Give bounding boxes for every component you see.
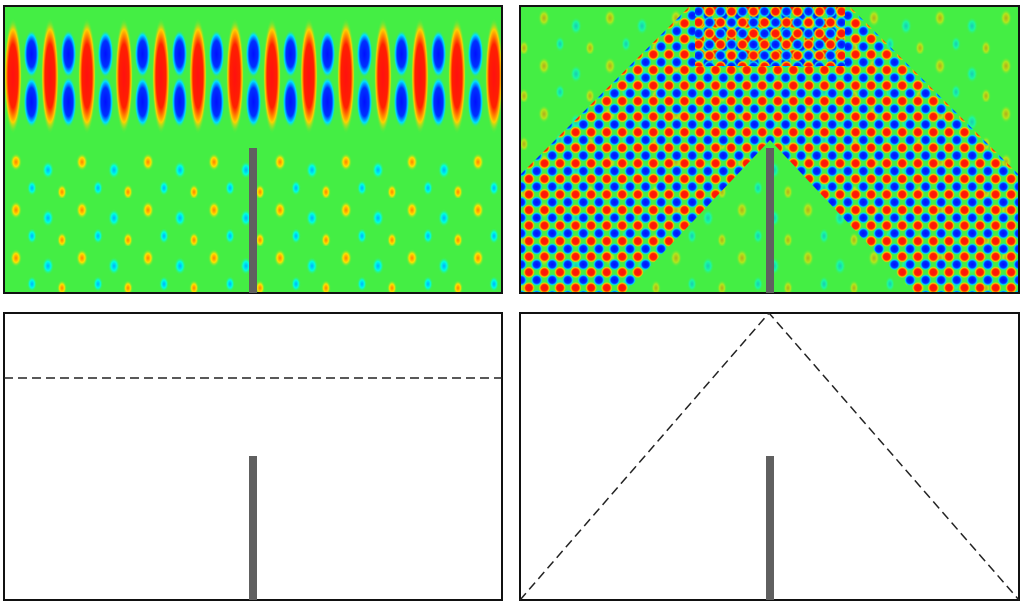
top-interference (695, 6, 845, 66)
right-beam (770, 6, 1019, 293)
barrier (766, 148, 774, 293)
wave-field-right (520, 6, 1019, 293)
barrier (249, 148, 257, 293)
plane-wave (4, 10, 502, 138)
barrier (766, 456, 774, 600)
beam-lines (519, 311, 1020, 601)
barrier (249, 456, 257, 600)
wave-field-left (4, 6, 502, 293)
left-beam (520, 6, 770, 293)
